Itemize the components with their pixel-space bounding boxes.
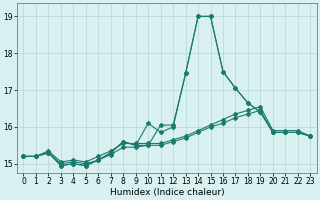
X-axis label: Humidex (Indice chaleur): Humidex (Indice chaleur) (109, 188, 224, 197)
